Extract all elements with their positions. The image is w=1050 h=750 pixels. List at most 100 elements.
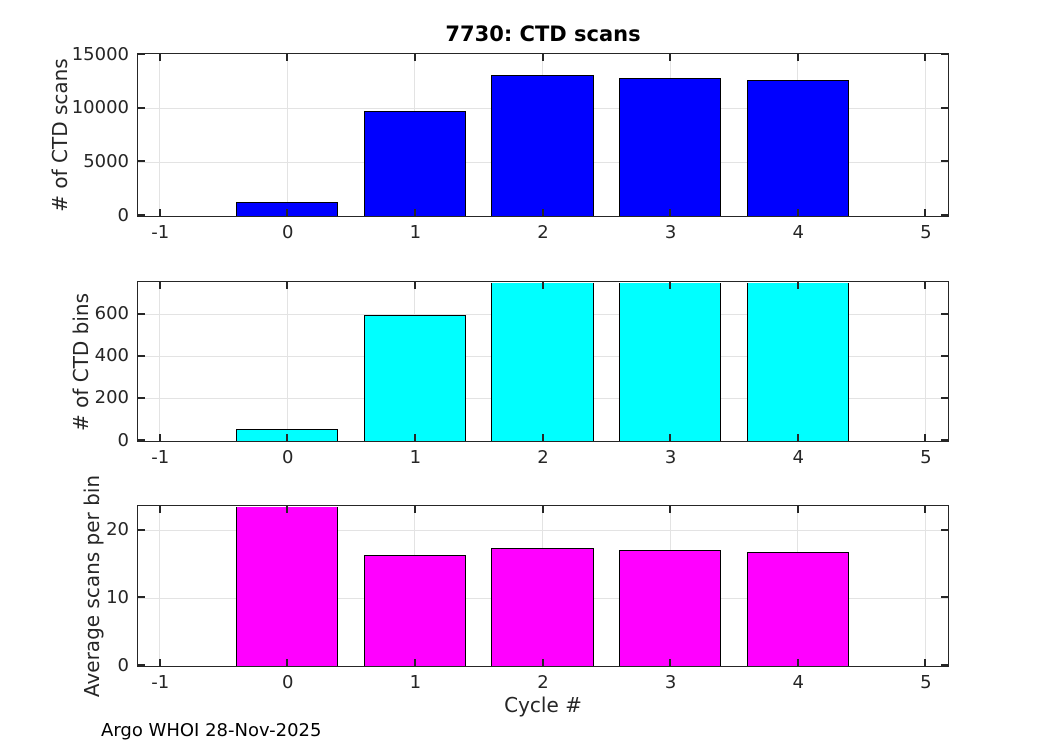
x-tick-mark — [669, 659, 672, 666]
x-tick-mark — [669, 54, 672, 61]
x-tick-mark — [158, 506, 161, 513]
x-tick-mark — [796, 659, 799, 666]
x-tick-label: 4 — [792, 222, 804, 243]
y-tick-mark — [138, 596, 145, 599]
y-tick-mark — [941, 106, 948, 109]
x-tick-mark — [158, 209, 161, 216]
x-tick-label: 1 — [409, 222, 422, 243]
y-tick-mark — [941, 354, 948, 357]
y-tick-mark — [941, 214, 948, 216]
y-axis-label: # of CTD scans — [48, 58, 72, 212]
x-tick-mark — [796, 282, 799, 289]
x-tick-mark — [541, 282, 544, 289]
x-tick-label: 0 — [282, 672, 294, 693]
x-tick-label: 3 — [664, 447, 677, 468]
y-tick-label: 5000 — [83, 150, 129, 172]
x-tick-mark — [924, 506, 927, 513]
y-axis-label: Average scans per bin — [80, 474, 104, 698]
gridline-vertical — [159, 54, 161, 216]
x-tick-label: 3 — [664, 672, 677, 693]
gridline-horizontal — [138, 530, 948, 532]
x-tick-label: -1 — [151, 672, 170, 693]
figure-annotation: Argo WHOI 28-Nov-2025 — [101, 720, 322, 741]
y-tick-label: 10 — [106, 586, 129, 608]
gridline-vertical — [159, 282, 161, 441]
y-tick-label: 15000 — [71, 43, 129, 65]
gridline-vertical — [924, 506, 926, 666]
x-tick-mark — [924, 282, 927, 289]
x-tick-label: 5 — [920, 447, 932, 468]
y-tick-mark — [941, 596, 948, 599]
y-tick-mark — [941, 528, 948, 531]
y-tick-label: 20 — [106, 519, 129, 541]
bar-cycle-4 — [746, 551, 849, 666]
x-tick-mark — [413, 659, 416, 666]
y-axis-label: # of CTD bins — [69, 292, 93, 431]
y-tick-label: 0 — [117, 654, 129, 676]
x-tick-mark — [413, 54, 416, 61]
gridline-vertical — [924, 282, 926, 441]
y-tick-mark — [138, 53, 145, 55]
y-tick-label: 200 — [94, 387, 129, 409]
bar-cycle-3 — [619, 283, 722, 441]
bar-cycle-1 — [363, 555, 466, 666]
chart-title: 7730: CTD scans — [445, 22, 641, 46]
x-tick-mark — [796, 54, 799, 61]
x-tick-label: -1 — [151, 447, 170, 468]
x-tick-mark — [541, 659, 544, 666]
x-tick-mark — [541, 434, 544, 441]
y-tick-mark — [941, 439, 948, 441]
y-tick-mark — [138, 160, 145, 163]
x-tick-label: 4 — [792, 672, 804, 693]
x-tick-label: 2 — [537, 672, 549, 693]
x-tick-mark — [669, 506, 672, 513]
bar-cycle-4 — [746, 283, 849, 441]
x-tick-label: 0 — [282, 222, 294, 243]
x-tick-mark — [413, 209, 416, 216]
bar-cycle-3 — [619, 549, 722, 666]
bar-cycle-1 — [363, 314, 466, 441]
gridline-vertical — [286, 282, 288, 441]
y-tick-mark — [941, 396, 948, 399]
axes-box — [137, 505, 949, 667]
x-tick-mark — [158, 282, 161, 289]
bar-cycle-2 — [491, 283, 594, 441]
x-tick-label: 3 — [664, 222, 677, 243]
x-tick-label: 2 — [537, 222, 549, 243]
x-tick-mark — [924, 54, 927, 61]
x-tick-mark — [924, 434, 927, 441]
y-tick-mark — [138, 106, 145, 109]
x-tick-mark — [286, 659, 289, 666]
y-tick-mark — [138, 528, 145, 531]
bar-cycle-3 — [619, 77, 722, 216]
x-tick-label: 5 — [920, 672, 932, 693]
y-tick-label: 0 — [117, 204, 129, 226]
gridline-vertical — [924, 54, 926, 216]
y-tick-mark — [138, 354, 145, 357]
y-tick-mark — [138, 664, 145, 666]
y-tick-mark — [941, 312, 948, 315]
y-tick-mark — [941, 160, 948, 163]
x-tick-mark — [541, 209, 544, 216]
gridline-vertical — [159, 506, 161, 666]
x-tick-mark — [158, 434, 161, 441]
y-tick-label: 400 — [94, 345, 129, 367]
bar-cycle-0 — [236, 507, 339, 666]
x-tick-mark — [158, 659, 161, 666]
bar-cycle-4 — [746, 79, 849, 216]
x-tick-mark — [286, 209, 289, 216]
x-tick-label: 2 — [537, 447, 549, 468]
x-tick-mark — [413, 506, 416, 513]
x-tick-mark — [924, 209, 927, 216]
x-tick-label: 1 — [409, 447, 422, 468]
x-tick-label: -1 — [151, 222, 170, 243]
x-tick-label: 1 — [409, 672, 422, 693]
x-axis-label: Cycle # — [504, 693, 582, 717]
x-tick-mark — [541, 506, 544, 513]
y-tick-mark — [138, 396, 145, 399]
x-tick-label: 5 — [920, 222, 932, 243]
x-tick-mark — [286, 54, 289, 61]
x-tick-mark — [413, 282, 416, 289]
y-tick-label: 10000 — [71, 97, 129, 119]
